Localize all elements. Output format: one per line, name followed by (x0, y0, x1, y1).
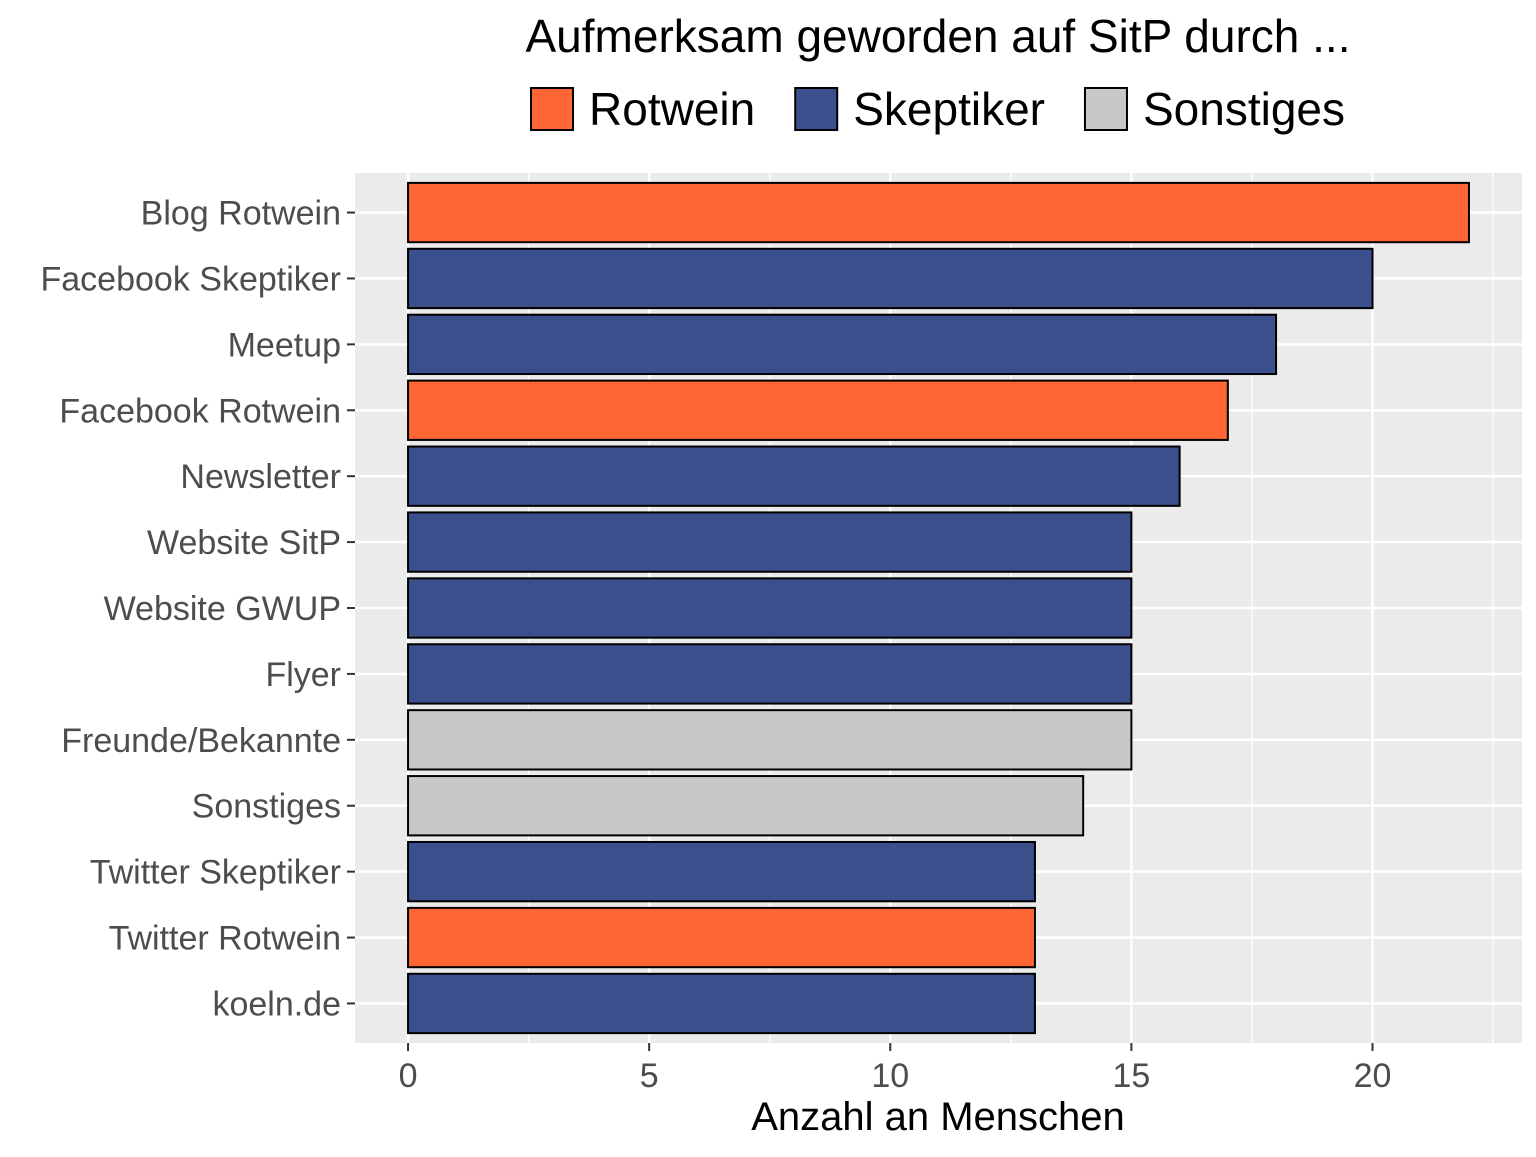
y-tick-label: Facebook Rotwein (59, 392, 341, 430)
x-tick-label: 15 (1112, 1057, 1150, 1095)
y-tick-label: Website SitP (147, 524, 341, 562)
x-tick-label: 20 (1354, 1057, 1392, 1095)
y-tick-label: Blog Rotwein (141, 195, 341, 233)
legend-item: Sonstiges (1083, 83, 1345, 135)
legend-label: Rotwein (589, 83, 755, 135)
y-tick-label: koeln.de (212, 985, 341, 1023)
legend-item: Skeptiker (794, 83, 1045, 135)
bar (407, 577, 1133, 639)
bar (407, 775, 1085, 837)
legend-key (530, 87, 575, 131)
bar (407, 379, 1229, 441)
bar (407, 840, 1036, 903)
y-tick-label: Twitter Skeptiker (90, 854, 341, 892)
y-tick-label: Website GWUP (104, 590, 341, 628)
y-tick-label: Flyer (265, 656, 341, 694)
bar (407, 445, 1181, 507)
x-axis-label: Anzahl an Menschen (751, 1095, 1125, 1139)
x-axis: 0 5 10 15 20 (399, 1043, 1392, 1095)
bar (407, 906, 1036, 969)
x-tick-label: 0 (399, 1057, 418, 1095)
x-tick-label: 5 (640, 1057, 659, 1095)
legend-key (1083, 87, 1128, 131)
x-tick-label: 10 (871, 1057, 909, 1095)
bars (407, 181, 1470, 1035)
bar (407, 643, 1133, 705)
bar (407, 181, 1470, 244)
y-tick-label: Facebook Skeptiker (41, 260, 342, 298)
y-tick-label: Sonstiges (192, 788, 341, 826)
y-tick-label: Twitter Rotwein (109, 920, 341, 958)
bar (407, 709, 1133, 771)
chart-title: Aufmerksam geworden auf SitP durch ... (526, 10, 1351, 62)
legend-item: Rotwein (530, 83, 755, 135)
legend-label: Sonstiges (1143, 83, 1345, 135)
legend-label: Skeptiker (853, 83, 1045, 135)
bar (407, 313, 1278, 376)
y-tick-label: Newsletter (180, 458, 341, 496)
y-tick-label: Freunde/Bekannte (61, 722, 341, 760)
legend: Rotwein Skeptiker Sonstiges (530, 83, 1345, 135)
legend-key (794, 87, 839, 131)
y-axis: Blog Rotwein Facebook Skeptiker Meetup Face… (41, 195, 355, 1023)
bar (407, 511, 1133, 573)
bar (407, 247, 1374, 310)
y-tick-label: Meetup (228, 326, 341, 364)
bar (407, 972, 1036, 1035)
